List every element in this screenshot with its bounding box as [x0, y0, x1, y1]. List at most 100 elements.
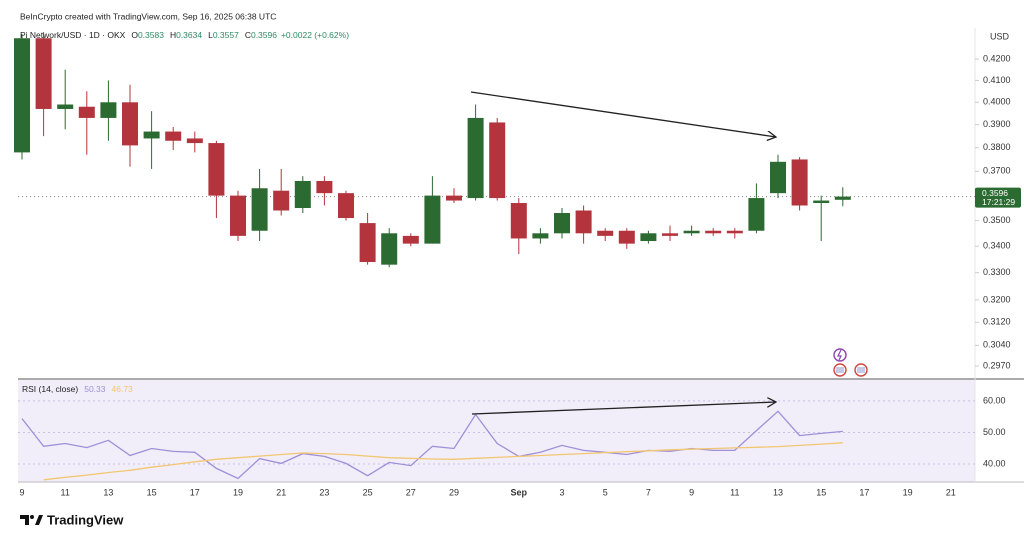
x-tick-label: 19 — [903, 487, 913, 497]
x-tick-label: 9 — [689, 487, 694, 497]
candle-body — [316, 180, 333, 194]
x-tick-label: 13 — [773, 487, 783, 497]
y-tick-label: 60.00 — [983, 395, 1006, 405]
ohlc-key: H — [170, 30, 176, 40]
ohlc-key: O — [131, 30, 138, 40]
candle-body — [489, 122, 506, 199]
x-tick-label: 7 — [646, 487, 651, 497]
change: +0.0022 (+0.62%) — [281, 30, 349, 40]
rsi-title: RSI (14, close) — [22, 384, 78, 394]
candle-body — [381, 233, 398, 265]
rsi-pane-bg — [18, 380, 975, 482]
x-tick-label: 23 — [319, 487, 329, 497]
x-tick-label: 27 — [406, 487, 416, 497]
x-tick-label: 15 — [147, 487, 157, 497]
brand: TradingView — [47, 512, 124, 527]
candle-body — [78, 106, 95, 118]
candle-body — [57, 104, 74, 109]
rsi-value: 46.73 — [112, 384, 134, 394]
candle-body — [510, 203, 527, 239]
candle-body — [338, 193, 354, 219]
y-tick-label: 0.3040 — [983, 340, 1011, 350]
candle-body — [467, 117, 484, 199]
candle-body — [834, 196, 851, 200]
y-tick-label: 0.4200 — [983, 53, 1011, 63]
trend-arrow — [471, 402, 776, 415]
candle-body — [14, 38, 30, 153]
x-tick-label: 11 — [61, 487, 70, 497]
candle-body — [230, 195, 246, 236]
price-label-text: 0.3596 — [982, 188, 1008, 198]
y-tick-label: 0.3200 — [983, 294, 1011, 304]
y-tick-label: 0.3120 — [983, 317, 1011, 327]
ohlc-value: 0.3596 — [251, 30, 277, 40]
x-tick-label: 17 — [190, 487, 200, 497]
candle-body — [575, 210, 592, 234]
candle-body — [35, 38, 52, 109]
candle-body — [294, 180, 311, 208]
x-tick-label: 3 — [559, 487, 564, 497]
rsi-line — [43, 442, 843, 481]
x-tick-label: 19 — [233, 487, 243, 497]
series-name: Pi Network/USD · 1D · OKX — [20, 30, 126, 40]
rsi-legend: RSI (14, close) 50.33 46.73 — [22, 384, 133, 394]
y-tick-label: 40.00 — [983, 458, 1006, 468]
ohlc-key: L — [208, 30, 213, 40]
candle-body — [532, 233, 549, 239]
candle-body — [662, 233, 678, 236]
candle-body — [143, 131, 160, 139]
credit: BeInCrypto created with TradingView.com,… — [20, 11, 276, 21]
brand-logo — [20, 515, 43, 525]
y-tick-label: 0.4100 — [983, 75, 1011, 85]
candle-body — [446, 195, 462, 201]
candle-body — [186, 138, 203, 144]
candle-body — [770, 161, 786, 194]
ohlc-value: 0.3634 — [176, 30, 202, 40]
x-tick-label: 9 — [19, 487, 24, 497]
candle-body — [640, 233, 657, 242]
candle-body — [748, 198, 765, 231]
candle-body — [683, 230, 700, 234]
rsi-value: 50.33 — [84, 384, 106, 394]
candle-body — [402, 235, 419, 244]
ohlc-key: C — [245, 30, 251, 40]
candle-body — [251, 188, 268, 231]
candle-body — [100, 102, 117, 118]
y-tick-label: 50.00 — [983, 427, 1006, 437]
x-tick-label: 21 — [276, 487, 286, 497]
y-tick-label: 0.3800 — [983, 142, 1011, 152]
ohlc-value: 0.3583 — [138, 30, 164, 40]
candle-body — [705, 230, 722, 234]
legend: Pi Network/USD · 1D · OKX O0.3583 H0.3634 L… — [20, 30, 349, 40]
candle-body — [359, 223, 376, 263]
candle-body — [813, 200, 830, 204]
axis-unit: USD — [990, 31, 1010, 41]
y-tick-label: 0.3700 — [983, 166, 1011, 176]
x-tick-label: 15 — [816, 487, 826, 497]
x-tick-label: 21 — [946, 487, 956, 497]
candle-body — [273, 190, 290, 211]
y-tick-label: 0.3900 — [983, 119, 1011, 129]
y-tick-label: 0.3500 — [983, 215, 1011, 225]
x-tick-label: 13 — [103, 487, 113, 497]
y-tick-label: 0.3300 — [983, 267, 1011, 277]
candle-body — [618, 230, 635, 244]
y-tick-label: 0.4000 — [983, 97, 1011, 107]
countdown: 17:21:29 — [982, 197, 1015, 207]
x-tick-label: 11 — [730, 487, 739, 497]
rsi-line — [21, 410, 843, 480]
x-tick-label: 25 — [363, 487, 373, 497]
candle-body — [597, 230, 614, 236]
x-tick-label: 17 — [859, 487, 869, 497]
x-tick-label: 29 — [449, 487, 459, 497]
candle-body — [122, 102, 138, 146]
candle-body — [726, 230, 743, 234]
event-icons — [833, 348, 868, 377]
candle-body — [554, 213, 570, 234]
x-tick-label: 5 — [603, 487, 608, 497]
candle-body — [208, 143, 225, 196]
candle-body — [424, 195, 441, 244]
y-tick-label: 0.2970 — [983, 360, 1011, 370]
ohlc-value: 0.3557 — [213, 30, 239, 40]
